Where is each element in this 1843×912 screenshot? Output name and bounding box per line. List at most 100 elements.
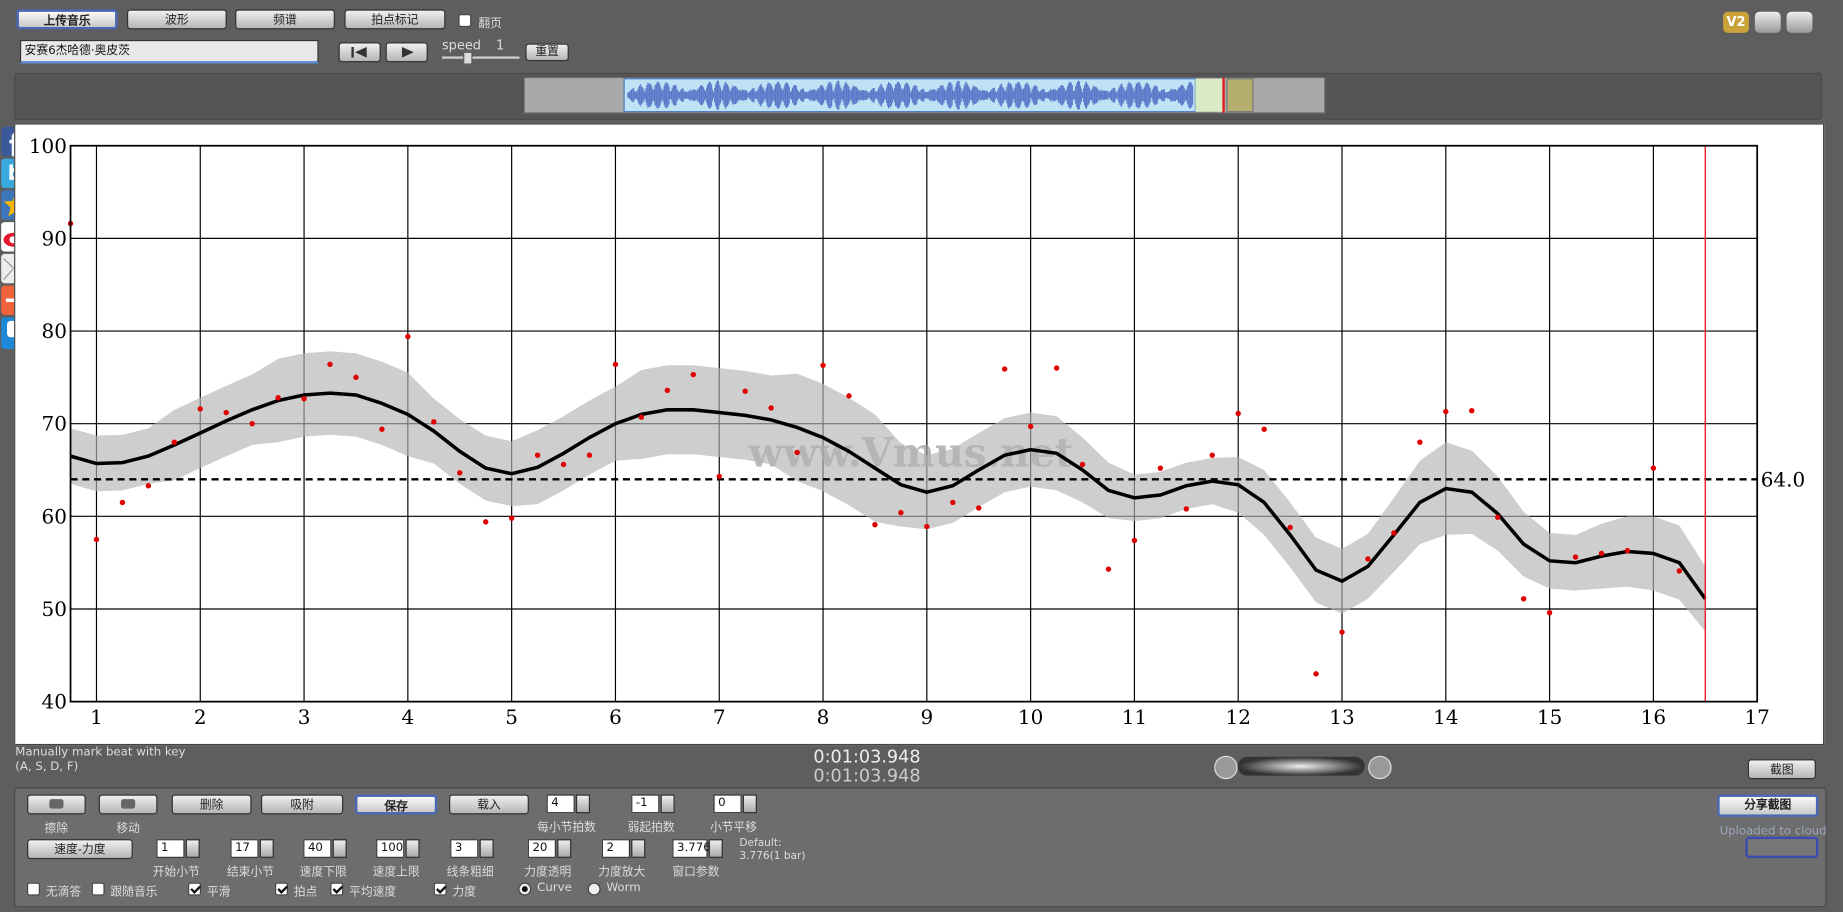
volume-slider[interactable] — [1237, 756, 1365, 776]
beat-point — [820, 362, 826, 369]
beat-point — [1001, 366, 1008, 372]
spinner-input[interactable]: -1 — [631, 794, 660, 814]
spinner-input[interactable]: 3 — [450, 839, 479, 858]
beat-point — [93, 536, 100, 543]
spinner-arrows[interactable] — [332, 839, 347, 858]
beat-point — [1287, 524, 1293, 531]
spinner-input[interactable]: 3.776 — [672, 839, 711, 858]
option-checkbox[interactable] — [188, 882, 201, 896]
spinner-input[interactable]: 1 — [156, 839, 185, 858]
spinner-arrows[interactable] — [660, 794, 675, 814]
beat-point — [612, 361, 619, 368]
beat-point — [1391, 530, 1397, 536]
speed-thumb[interactable] — [463, 51, 473, 65]
spinner-label: 线条粗细 — [446, 866, 494, 880]
spinner-arrows[interactable] — [185, 839, 200, 858]
upload-button[interactable]: 上传音乐 — [16, 9, 118, 30]
y-tick-label: 70 — [42, 412, 67, 436]
spinner-input[interactable]: 100 — [376, 839, 405, 858]
beat-mark-button[interactable]: 拍点标记 — [344, 9, 446, 30]
snap-button[interactable]: 吸附 — [260, 794, 344, 815]
spinner-arrows[interactable] — [742, 794, 757, 814]
spinner-arrows[interactable] — [405, 839, 420, 858]
beat-point — [301, 395, 307, 402]
spinner-arrows[interactable] — [708, 839, 723, 858]
beat-point — [197, 406, 203, 412]
delete-button[interactable]: 删除 — [171, 794, 252, 815]
beat-point — [275, 395, 281, 401]
beat-point — [690, 371, 696, 378]
spinner-label: 开始小节 — [152, 866, 200, 880]
mode-radio[interactable] — [587, 882, 601, 896]
beat-point — [379, 426, 385, 432]
option-checkbox[interactable] — [275, 882, 288, 896]
confidence-band — [70, 351, 1706, 632]
erase-button[interactable] — [27, 794, 86, 815]
option-checkbox[interactable] — [27, 882, 40, 896]
spinner-arrows[interactable] — [575, 794, 591, 814]
share-screenshot-button[interactable]: 分享截图 — [1717, 794, 1819, 817]
beat-point — [638, 414, 645, 420]
screenshot-button[interactable]: 截图 — [1747, 759, 1816, 780]
hint-line-2: (A, S, D, F) — [15, 760, 79, 774]
spinner-arrows[interactable] — [259, 839, 274, 858]
tempo-dynamics-button[interactable]: 速度-力度 — [27, 839, 133, 860]
spinner-label: 力度透明 — [524, 866, 572, 880]
cloud-button[interactable] — [1745, 836, 1819, 858]
version-badge[interactable]: V2 — [1723, 11, 1749, 33]
track-name[interactable]: 安赛6杰哈德·奥皮茨 — [19, 39, 319, 64]
y-tick-label: 90 — [42, 226, 67, 250]
spinner-input[interactable]: 0 — [713, 794, 742, 814]
beat-point — [1469, 408, 1475, 414]
waveform-button[interactable]: 波形 — [126, 9, 227, 30]
mode-radio[interactable] — [518, 882, 532, 896]
spinner-input[interactable]: 20 — [527, 839, 556, 858]
total-time: 0:01:03.948 — [813, 765, 921, 787]
spinner-arrows[interactable] — [631, 839, 646, 858]
option-checkbox[interactable] — [91, 882, 105, 896]
volume-low-icon[interactable] — [1214, 755, 1238, 780]
erase-icon — [49, 799, 64, 809]
play-button[interactable] — [385, 42, 428, 63]
beat-point — [508, 515, 515, 521]
x-tick-label: 16 — [1641, 705, 1666, 729]
option-checkbox[interactable] — [433, 882, 447, 896]
spinner-arrows[interactable] — [557, 839, 572, 858]
beat-point — [1650, 465, 1657, 471]
save-button[interactable]: 保存 — [354, 794, 438, 815]
load-button[interactable]: 载入 — [448, 794, 529, 815]
beat-point — [924, 523, 930, 530]
spinner-input[interactable]: 2 — [601, 839, 631, 858]
page-turn-checkbox[interactable] — [458, 14, 472, 28]
option-label: 平滑 — [206, 886, 231, 900]
beat-point — [1417, 439, 1423, 445]
option-checkbox[interactable] — [330, 882, 344, 896]
spinner-input[interactable]: 17 — [230, 839, 259, 858]
beat-point — [327, 361, 333, 368]
waveform-overview[interactable] — [524, 77, 1326, 114]
beat-point — [1157, 465, 1164, 471]
spinner-label: 速度下限 — [299, 866, 347, 880]
reset-button[interactable]: 重置 — [525, 43, 569, 62]
spinner-input[interactable]: 4 — [546, 794, 575, 814]
default-value: 3.776(1 bar) — [739, 850, 806, 863]
move-button[interactable] — [98, 794, 158, 815]
speed-slider[interactable] — [441, 56, 520, 59]
beat-point — [716, 473, 722, 480]
spinner-input[interactable]: 40 — [303, 839, 332, 858]
beat-point — [171, 439, 178, 445]
fullscreen-icon[interactable] — [1786, 11, 1813, 33]
spectrum-button[interactable]: 频谱 — [235, 9, 335, 30]
beat-point — [664, 387, 671, 394]
spinner-arrows[interactable] — [479, 839, 494, 858]
prev-button[interactable] — [338, 42, 381, 63]
beat-point — [586, 452, 593, 458]
home-icon[interactable] — [1754, 11, 1781, 33]
y-tick-label: 100 — [29, 134, 67, 158]
move-label: 移动 — [116, 822, 140, 836]
y-tick-label: 40 — [42, 690, 67, 714]
volume-high-icon[interactable] — [1368, 755, 1392, 780]
spinner-label: 每小节拍数 — [537, 821, 596, 835]
beat-point — [1572, 554, 1579, 560]
